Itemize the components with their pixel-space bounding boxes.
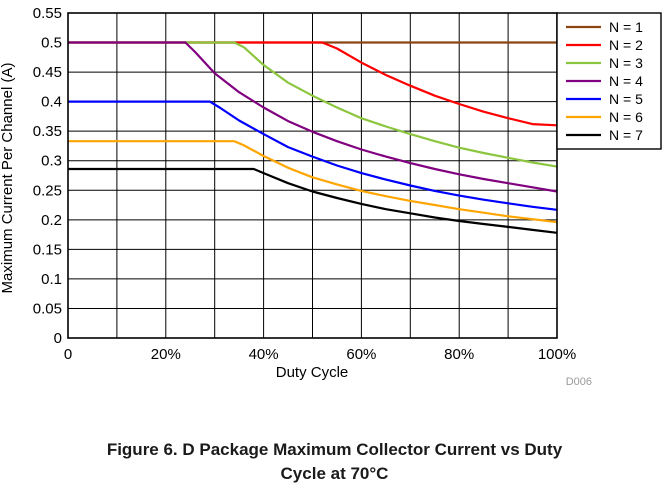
series-line-n6 bbox=[68, 140, 558, 224]
series-line-n5 bbox=[68, 100, 558, 211]
series-line-n3 bbox=[68, 41, 558, 168]
y-tick-label: 0.3 bbox=[41, 153, 62, 170]
y-tick-label: 0.55 bbox=[33, 5, 62, 22]
legend-label: N = 5 bbox=[609, 91, 643, 107]
x-tick-label: 40% bbox=[249, 346, 279, 363]
y-tick-label: 0.35 bbox=[33, 123, 62, 140]
x-tick-label: 60% bbox=[346, 346, 376, 363]
figure-caption: Figure 6. D Package Maximum Collector Cu… bbox=[0, 438, 669, 486]
y-tick-label: 0.25 bbox=[33, 182, 62, 199]
y-tick-label: 0.15 bbox=[33, 241, 62, 258]
figure-code: D006 bbox=[566, 376, 592, 388]
caption-line-2: Cycle at 70°C bbox=[280, 464, 389, 483]
series-line-n2 bbox=[68, 41, 558, 127]
y-tick-labels: 0 0.05 0.1 0.15 0.2 0.25 0.3 0.35 0.4 0.45 0.5 0.55 bbox=[33, 5, 62, 347]
y-tick-label: 0.2 bbox=[41, 212, 62, 229]
x-tick-label: 20% bbox=[151, 346, 181, 363]
legend-label: N = 3 bbox=[609, 55, 643, 71]
legend-label: N = 6 bbox=[609, 109, 643, 125]
series-layer bbox=[68, 41, 558, 234]
y-tick-label: 0.5 bbox=[41, 35, 62, 52]
x-tick-labels: 0 20% 40% 60% 80% 100% bbox=[64, 346, 576, 363]
caption-line-1: Figure 6. D Package Maximum Collector Cu… bbox=[106, 440, 563, 459]
y-tick-label: 0.45 bbox=[33, 64, 62, 81]
legend-label: N = 1 bbox=[609, 19, 643, 35]
series-line-n7 bbox=[68, 167, 558, 234]
legend-label: N = 4 bbox=[609, 73, 643, 89]
series-line-n4 bbox=[68, 41, 558, 193]
y-tick-label: 0 bbox=[54, 330, 62, 347]
x-tick-label: 100% bbox=[538, 346, 576, 363]
plot-frame bbox=[67, 12, 558, 339]
y-tick-label: 0.05 bbox=[33, 300, 62, 317]
x-tick-label: 0 bbox=[64, 346, 72, 363]
legend-label: N = 2 bbox=[609, 37, 643, 53]
legend-label: N = 7 bbox=[609, 127, 643, 143]
chart: 0 0.05 0.1 0.15 0.2 0.25 0.3 0.35 0.4 0.45 0.5 0.55… bbox=[0, 5, 662, 388]
y-axis-label: Maximum Current Per Channel (A) bbox=[0, 63, 16, 294]
y-tick-label: 0.4 bbox=[41, 94, 62, 111]
legend: N = 1 N = 2 N = 3 N = 4 N = 5 N = 6 N = 7 bbox=[556, 12, 662, 150]
x-tick-label: 80% bbox=[444, 346, 474, 363]
y-tick-label: 0.1 bbox=[41, 271, 62, 288]
x-axis-label: Duty Cycle bbox=[276, 364, 349, 381]
